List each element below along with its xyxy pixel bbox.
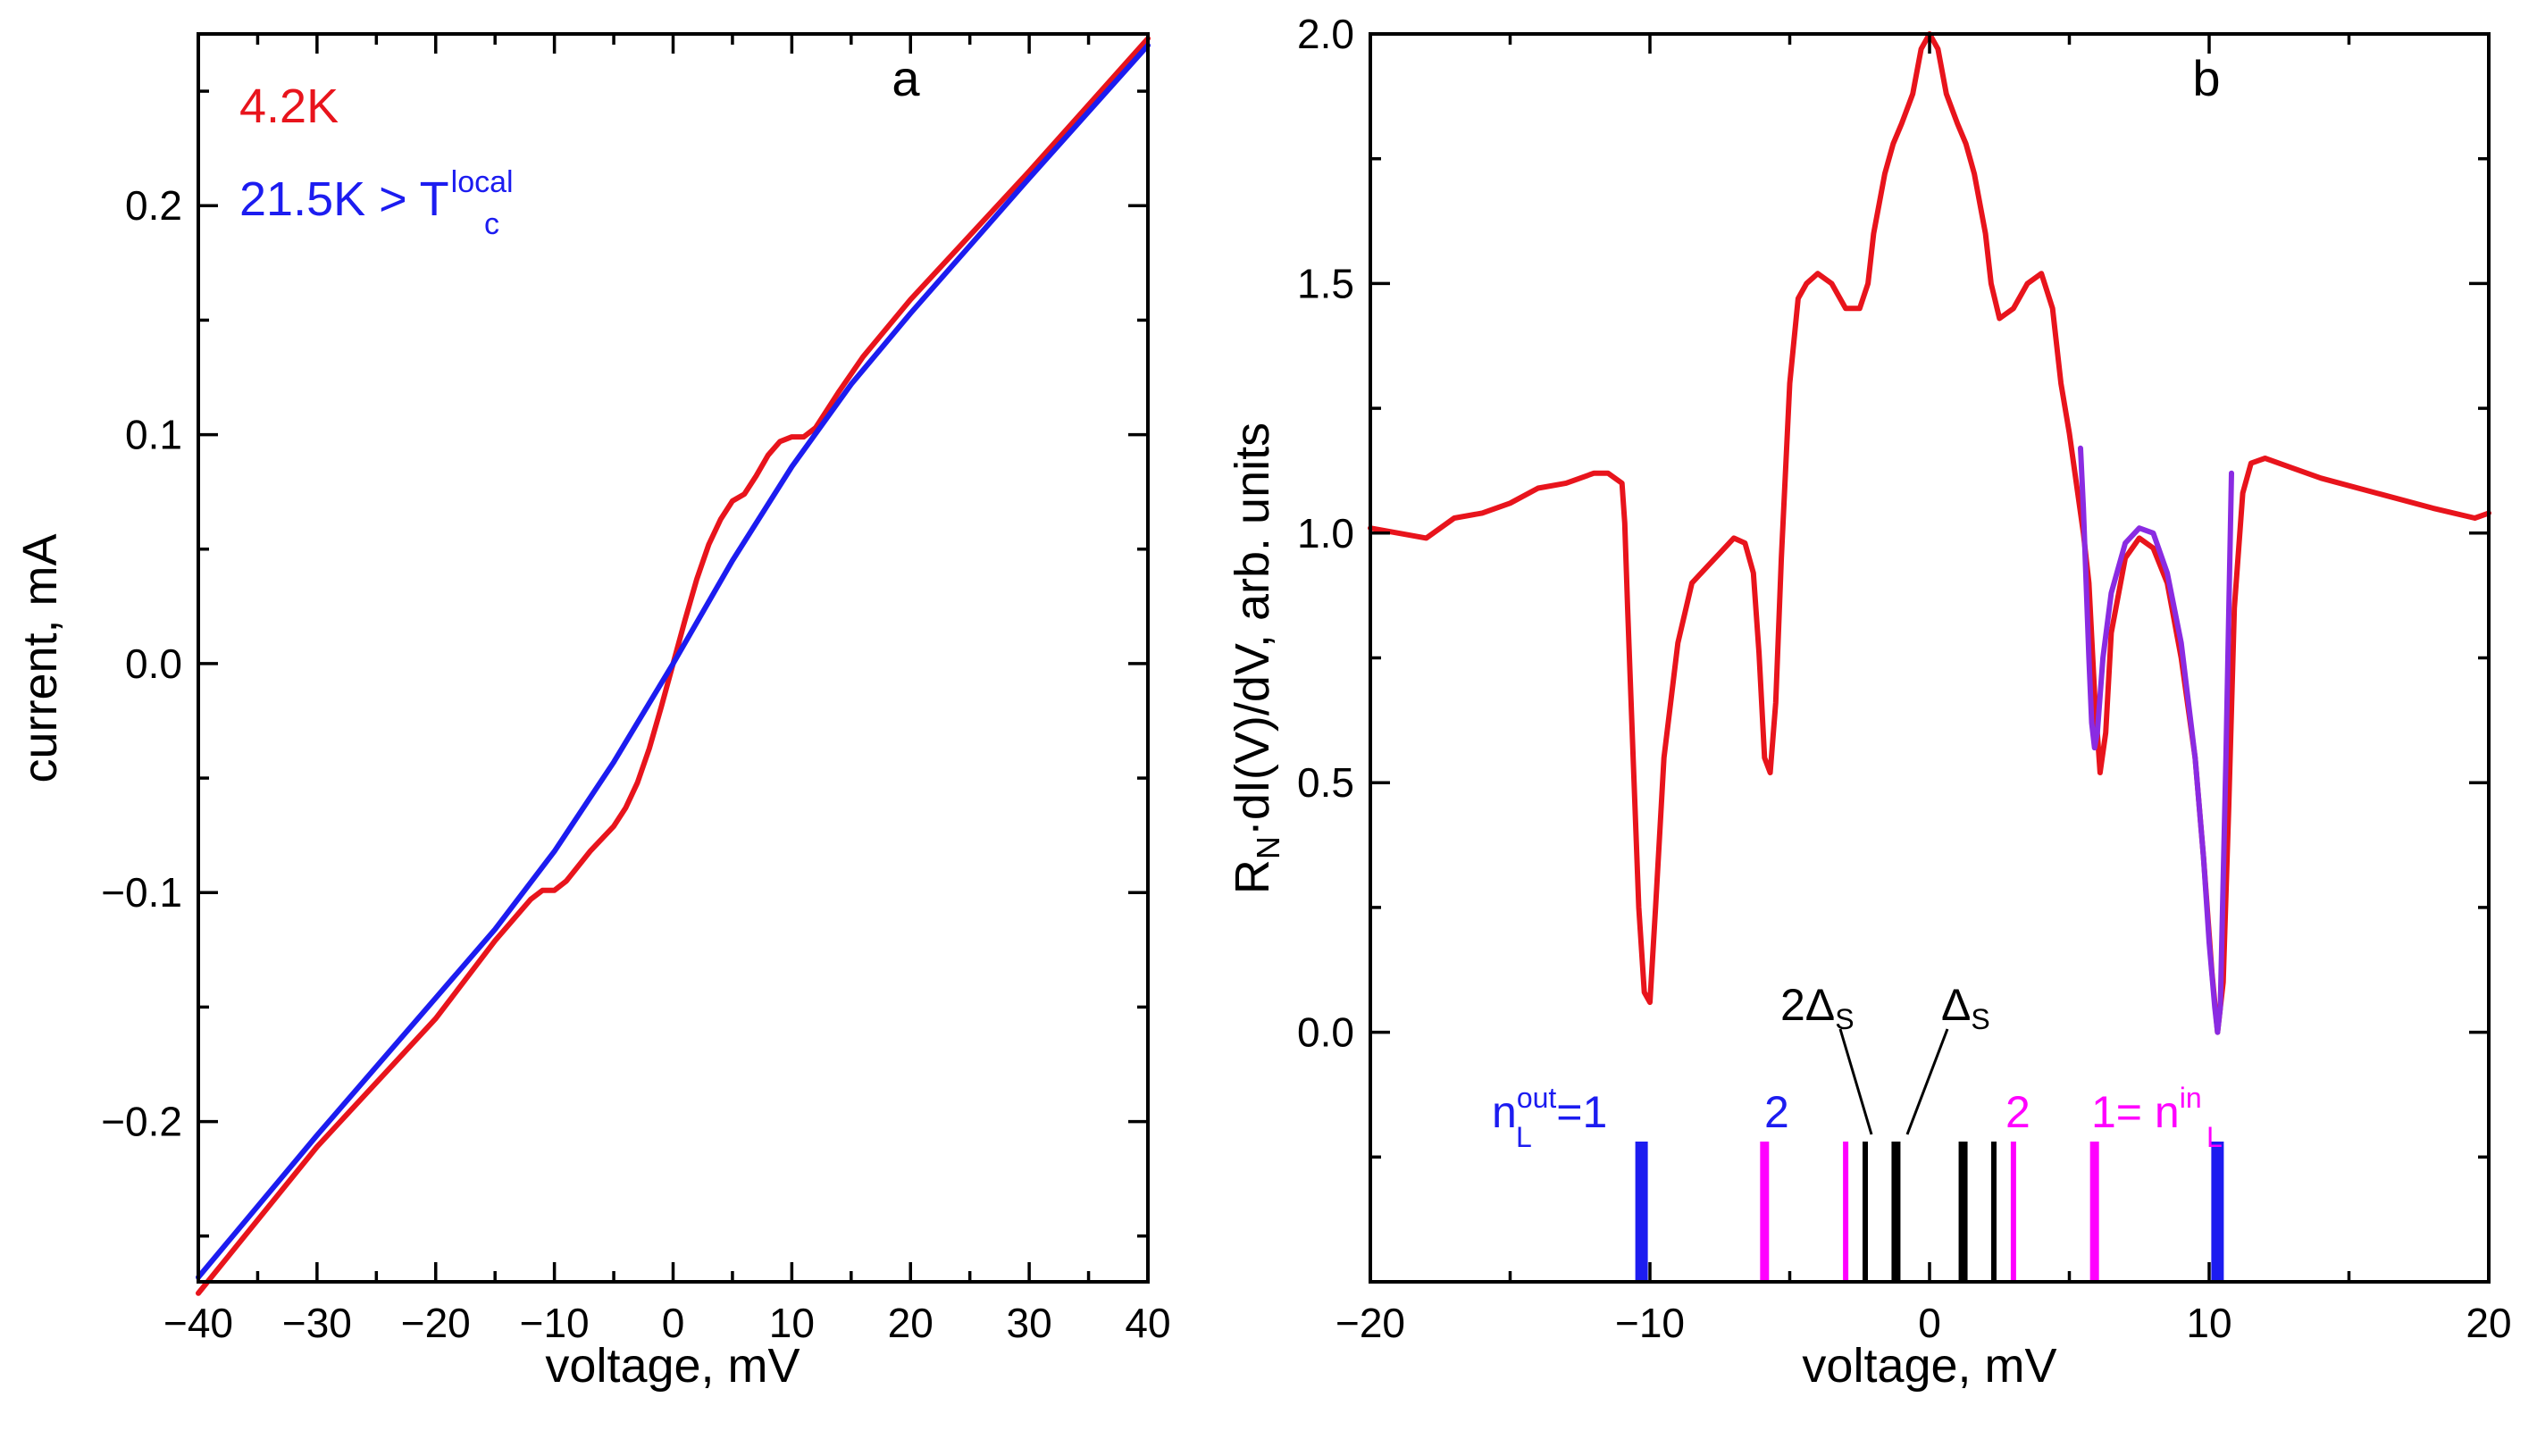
panel-a-letter: a bbox=[892, 50, 920, 106]
legend-21-5k-main: 21.5K > T bbox=[239, 172, 449, 226]
panel-a-series bbox=[196, 36, 1151, 1296]
panel-b: −20 −10 0 10 20 0.00.51.01.52.0 voltage, mV … bbox=[1226, 11, 2512, 1393]
panel-b-y-axis-title-rest: ·dI(V)/dV, arb. units bbox=[1226, 423, 1279, 836]
x-tick-label: 10 bbox=[769, 1300, 815, 1346]
x-tick-label: −20 bbox=[401, 1300, 471, 1346]
annotation-delta-s: ΔS bbox=[1941, 980, 1990, 1035]
panel-b-annotations: nout=1 L 2 2ΔS ΔS 2 1= nin L bbox=[1492, 980, 2223, 1153]
legend-entry-21-5k: 21.5K > Tlocal bbox=[239, 165, 514, 226]
x-tick-label: 0 bbox=[662, 1300, 685, 1346]
n-in-head: 1= n bbox=[2091, 1087, 2180, 1137]
x-tick-label: −30 bbox=[282, 1300, 352, 1346]
leader-line-delta-s bbox=[1905, 1028, 1949, 1135]
y-tick-label: 0.2 bbox=[125, 182, 182, 229]
panel-b-level-markers bbox=[1635, 1142, 2224, 1282]
y-tick-label: 0.1 bbox=[125, 412, 182, 458]
x-tick-label: 0 bbox=[1918, 1300, 1941, 1346]
panel-b-y-axis-title-sub: N bbox=[1250, 836, 1286, 859]
panel-b-series bbox=[1368, 31, 2491, 1035]
y-tick-label: 0.0 bbox=[1297, 1009, 1354, 1056]
x-tick-label: 10 bbox=[2186, 1300, 2231, 1346]
panel-a-legend: 4.2K 21.5K > Tlocal c bbox=[239, 79, 514, 241]
gap-ds-main: Δ bbox=[1941, 980, 1971, 1030]
x-tick-label: 20 bbox=[888, 1300, 934, 1346]
legend-21-5k-sup: local bbox=[451, 165, 514, 199]
x-tick-label: −10 bbox=[1615, 1300, 1685, 1346]
panel-a-y-ticks bbox=[198, 89, 1148, 1238]
gap-ds-sub: S bbox=[1971, 1003, 1989, 1035]
panel-a-y-axis-title: current, mA bbox=[13, 533, 67, 782]
series-line-b-1 bbox=[2078, 445, 2234, 1035]
panel-b-letter: b bbox=[2192, 50, 2220, 106]
panel-a-x-axis-title: voltage, mV bbox=[545, 1339, 800, 1393]
panel-b-y-axis-title: RN·dI(V)/dV, arb. units bbox=[1226, 423, 1286, 894]
y-tick-label: 0.5 bbox=[1297, 759, 1354, 806]
n-out-sup: out bbox=[1517, 1082, 1557, 1114]
n-in-sub: L bbox=[2206, 1121, 2223, 1153]
x-tick-label: −20 bbox=[1335, 1300, 1405, 1346]
annotation-magenta-2: 2 bbox=[2005, 1087, 2030, 1137]
annotation-2-delta-s: 2ΔS bbox=[1780, 980, 1855, 1035]
annotation-n-in: 1= nin bbox=[2091, 1082, 2202, 1137]
annotation-n-out: nout=1 bbox=[1492, 1082, 1607, 1137]
panel-b-x-ticks bbox=[1369, 34, 2491, 1282]
n-out-tail: =1 bbox=[1556, 1087, 1607, 1137]
panel-a: −40 −30 −20 −10 0 10 20 30 40 −0.2−0.10.00.10.2 … bbox=[13, 32, 1171, 1393]
n-in-sup: in bbox=[2180, 1082, 2202, 1114]
gap-2ds-main: 2Δ bbox=[1780, 980, 1835, 1030]
y-tick-label: −0.2 bbox=[101, 1099, 182, 1145]
x-tick-label: −10 bbox=[520, 1300, 590, 1346]
x-tick-label: 20 bbox=[2466, 1300, 2511, 1346]
n-out-base: n bbox=[1492, 1087, 1517, 1137]
n-out-sub: L bbox=[1516, 1121, 1532, 1153]
legend-entry-4-2k: 4.2K bbox=[239, 79, 339, 133]
x-tick-label: 30 bbox=[1007, 1300, 1052, 1346]
panel-b-y-ticks bbox=[1370, 32, 2489, 1284]
y-tick-label: 1.0 bbox=[1297, 510, 1354, 556]
panel-b-y-axis-title-r: R bbox=[1226, 859, 1279, 894]
panel-b-y-tick-labels: 0.0 0.5 1.0 1.5 2.0 bbox=[1297, 11, 1354, 1056]
y-tick-label: 2.0 bbox=[1297, 11, 1354, 57]
y-tick-label: 1.5 bbox=[1297, 260, 1354, 306]
series-line-b-0 bbox=[1368, 31, 2491, 1035]
panel-a-x-ticks bbox=[197, 34, 1150, 1282]
series-line-a-1 bbox=[196, 42, 1151, 1280]
y-tick-label: 0.0 bbox=[125, 640, 182, 687]
leader-line-2-delta-s bbox=[1838, 1028, 1873, 1135]
x-tick-label: −40 bbox=[163, 1300, 233, 1346]
legend-21-5k-sub: c bbox=[484, 207, 499, 241]
panel-a-x-tick-labels: −40 −30 −20 −10 0 10 20 30 40 bbox=[163, 1300, 1171, 1346]
gap-2ds-sub: S bbox=[1835, 1003, 1854, 1035]
series-line-a-0 bbox=[196, 36, 1151, 1296]
panel-a-y-tick-labels: −0.2 −0.1 0.0 0.1 0.2 bbox=[101, 182, 182, 1144]
annotation-blue-2: 2 bbox=[1764, 1087, 1789, 1137]
x-tick-label: 40 bbox=[1125, 1300, 1170, 1346]
y-tick-label: −0.1 bbox=[101, 869, 182, 916]
panel-b-x-axis-title: voltage, mV bbox=[1802, 1339, 2056, 1393]
panel-b-x-tick-labels: −20 −10 0 10 20 bbox=[1335, 1300, 2512, 1346]
